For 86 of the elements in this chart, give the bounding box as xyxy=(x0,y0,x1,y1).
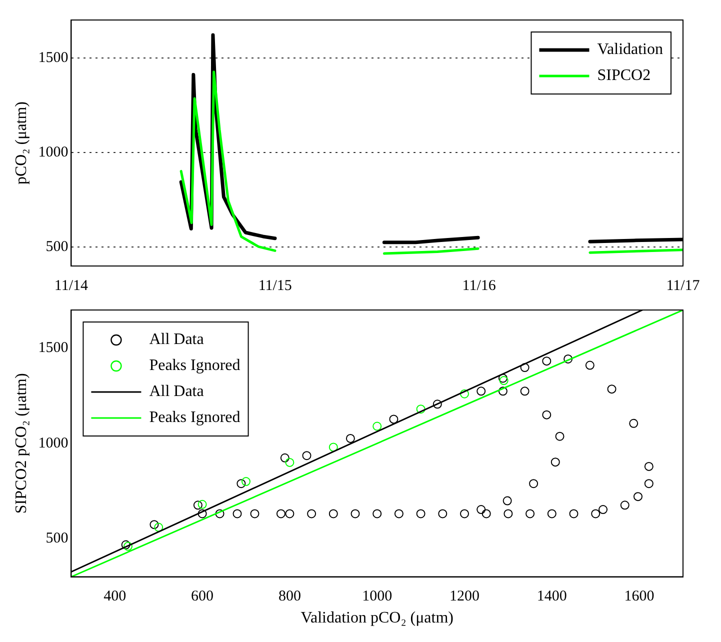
legend-label: Peaks Ignored xyxy=(149,409,240,426)
point xyxy=(416,404,426,414)
y-tick-label: 1000 xyxy=(38,144,68,160)
point xyxy=(350,509,360,518)
y-tick-label: 1500 xyxy=(38,340,68,356)
point xyxy=(476,386,486,396)
point xyxy=(285,458,294,467)
x-tick-label: 600 xyxy=(191,588,214,605)
point xyxy=(482,509,491,518)
x-tick-label: 11/17 xyxy=(666,278,700,294)
point xyxy=(432,400,442,409)
x-tick-label: 11/14 xyxy=(54,278,88,294)
point xyxy=(193,500,202,510)
point xyxy=(150,520,159,530)
point xyxy=(629,418,638,428)
point xyxy=(542,356,552,366)
point xyxy=(502,496,512,506)
point xyxy=(416,509,426,518)
point xyxy=(620,500,630,510)
point xyxy=(504,509,513,518)
point xyxy=(520,386,530,396)
point xyxy=(569,509,578,518)
point xyxy=(328,509,338,518)
x-tick-label: 1400 xyxy=(536,588,567,605)
point xyxy=(644,462,654,471)
legend-label: Peaks Ignored xyxy=(149,357,240,374)
legend-label: All Data xyxy=(149,331,204,348)
x-tick-label: 400 xyxy=(104,588,126,605)
point xyxy=(276,509,286,518)
point xyxy=(236,479,246,488)
x-axis-title: Validation pCO₂ (μatm) xyxy=(300,610,454,627)
y-tick-label: 500 xyxy=(46,239,68,256)
point xyxy=(372,509,382,518)
point xyxy=(215,509,224,518)
point xyxy=(307,509,316,518)
y-tick-label: 1000 xyxy=(38,435,68,452)
point xyxy=(520,363,530,372)
point xyxy=(499,376,508,386)
y-tick-label: 1500 xyxy=(38,50,68,66)
point xyxy=(389,414,398,424)
point xyxy=(242,477,250,486)
point xyxy=(644,479,654,488)
point xyxy=(564,354,573,364)
legend-label: SIPCO2 xyxy=(597,67,651,84)
point xyxy=(438,509,448,518)
point xyxy=(550,458,560,467)
point xyxy=(232,509,242,518)
point xyxy=(250,509,260,518)
point xyxy=(302,451,312,460)
point xyxy=(598,505,608,514)
point xyxy=(460,509,469,518)
point xyxy=(633,492,642,502)
y-axis-title: SIPCO2 pCO₂ (μatm) xyxy=(12,373,30,514)
point xyxy=(547,509,556,518)
point xyxy=(542,410,552,420)
point xyxy=(555,432,564,441)
legend-label: Validation xyxy=(597,41,663,58)
point xyxy=(526,509,535,518)
point xyxy=(394,509,404,518)
point xyxy=(285,509,294,518)
point xyxy=(498,386,508,396)
point xyxy=(591,509,600,518)
point xyxy=(346,434,355,443)
x-tick-label: 1000 xyxy=(362,588,392,605)
point xyxy=(529,479,538,488)
point xyxy=(328,442,338,452)
point xyxy=(372,422,382,431)
point xyxy=(498,374,508,383)
point xyxy=(124,542,133,551)
x-tick-label: 11/16 xyxy=(462,278,496,294)
point xyxy=(198,509,207,518)
y-axis-title: pCO₂ (μatm) xyxy=(12,101,30,185)
point xyxy=(476,505,486,514)
x-tick-label: 11/15 xyxy=(258,278,292,294)
y-tick-label: 500 xyxy=(46,530,68,547)
x-tick-label: 800 xyxy=(278,588,301,605)
x-tick-label: 1200 xyxy=(450,588,480,605)
x-tick-label: 1600 xyxy=(624,588,654,605)
point xyxy=(607,384,616,394)
point xyxy=(460,389,469,398)
point xyxy=(198,500,207,509)
point xyxy=(280,453,290,462)
legend-label: All Data xyxy=(149,383,204,400)
point xyxy=(154,522,164,532)
point xyxy=(121,540,130,550)
point xyxy=(585,360,594,370)
